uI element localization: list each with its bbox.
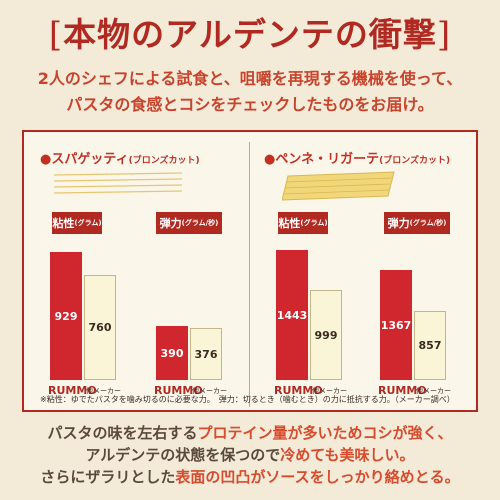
bottom-text-plain: さらにザラリとした — [40, 468, 176, 486]
bottom-line-3: さらにザラリとした表面の凹凸がソースをしっかり絡めとる。 — [0, 466, 500, 488]
badge-label: 弾力 — [387, 217, 410, 230]
bottom-text-plain: アルデンテの状態を保つので — [85, 446, 281, 464]
bar-category-label: 他メーカー — [192, 387, 227, 395]
badge-unit: (グラム) — [74, 219, 102, 227]
bar-other-1-0: 999 — [310, 290, 342, 380]
bar-category-label: 他メーカー — [416, 387, 451, 395]
bar-rummo-0-1: 390 — [156, 326, 188, 380]
panel-divider — [249, 142, 250, 407]
bar-category-label: RUMMO — [378, 384, 427, 397]
penne-image — [282, 171, 395, 201]
badge-label: 粘性 — [278, 217, 301, 230]
bar-category-label: 他メーカー — [86, 387, 121, 395]
section-note: (ブロンズカット) — [128, 156, 200, 166]
page-title: [本物のアルデンテの衝撃] — [49, 8, 451, 56]
badge-label: 粘性 — [52, 217, 75, 230]
badge-viscosity-penne: 粘性 (グラム) — [278, 212, 328, 234]
section-name: ペンネ・リガーテ — [275, 152, 380, 167]
section-note: (ブロンズカット) — [379, 156, 451, 166]
section-title-spaghetti: ●スパゲッティ(ブロンズカット) — [40, 148, 200, 167]
subtitle: 2人のシェフによる試食と、咀嚼を再現する機械を使って、 パスタの食感とコシをチェ… — [0, 66, 500, 118]
bottom-text-highlight: 冷めても美味しい。 — [280, 446, 415, 464]
badge-elasticity-penne: 弾力 (グラム/秒) — [384, 212, 450, 234]
bullet-icon: ● — [264, 152, 276, 167]
bullet-icon: ● — [40, 152, 52, 167]
bottom-text: パスタの味を左右するプロテイン量が多いためコシが強く、 アルデンテの状態を保つの… — [0, 422, 500, 488]
bottom-line-1: パスタの味を左右するプロテイン量が多いためコシが強く、 — [0, 422, 500, 444]
title-bracket-left: [ — [48, 15, 64, 55]
bar-category-label: RUMMO — [274, 384, 323, 397]
bar-rummo-1-1: 1367 — [380, 270, 412, 380]
title-bracket-right: ] — [436, 15, 452, 55]
badge-unit: (グラム/秒) — [409, 219, 447, 227]
title-text: 本物のアルデンテの衝撃 — [63, 15, 437, 54]
subtitle-line-1: 2人のシェフによる試食と、咀嚼を再現する機械を使って、 — [37, 69, 463, 88]
badge-unit: (グラム/秒) — [181, 219, 219, 227]
footnote: ※粘性：ゆでたパスタを噛み切るのに必要な力。 弾力：切るとき（噛むとき）の力に抵… — [40, 395, 455, 404]
title-area: [本物のアルデンテの衝撃] — [0, 6, 500, 58]
chart-panel: ●スパゲッティ(ブロンズカット) ●ペンネ・リガーテ(ブロンズカット) 粘性 (グ… — [22, 130, 478, 412]
bar-other-1-1: 857 — [414, 311, 446, 380]
bar-category-label: RUMMO — [154, 384, 203, 397]
bar-other-0-0: 760 — [84, 275, 116, 380]
badge-label: 弾力 — [159, 217, 182, 230]
bottom-text-highlight: 表面の凹凸がソースをしっかり絡めとる。 — [175, 468, 460, 486]
bar-rummo-0-0: 929 — [50, 252, 82, 380]
bar-category-label: RUMMO — [48, 384, 97, 397]
subtitle-line-2: パスタの食感とコシをチェックしたものをお届け。 — [66, 95, 434, 114]
bar-rummo-1-0: 1443 — [276, 250, 308, 380]
bottom-text-plain: パスタの味を左右する — [47, 424, 198, 442]
bar-category-label: 他メーカー — [312, 387, 347, 395]
badge-elasticity-spaghetti: 弾力 (グラム/秒) — [156, 212, 222, 234]
spaghetti-image — [54, 172, 183, 194]
section-title-penne: ●ペンネ・リガーテ(ブロンズカット) — [264, 148, 450, 167]
section-name: スパゲッティ — [51, 152, 129, 167]
bottom-text-highlight: プロテイン量が多いためコシが強く、 — [197, 424, 453, 442]
badge-viscosity-spaghetti: 粘性 (グラム) — [52, 212, 102, 234]
bar-other-0-1: 376 — [190, 328, 222, 380]
bottom-line-2: アルデンテの状態を保つので冷めても美味しい。 — [0, 444, 500, 466]
badge-unit: (グラム) — [300, 219, 328, 227]
